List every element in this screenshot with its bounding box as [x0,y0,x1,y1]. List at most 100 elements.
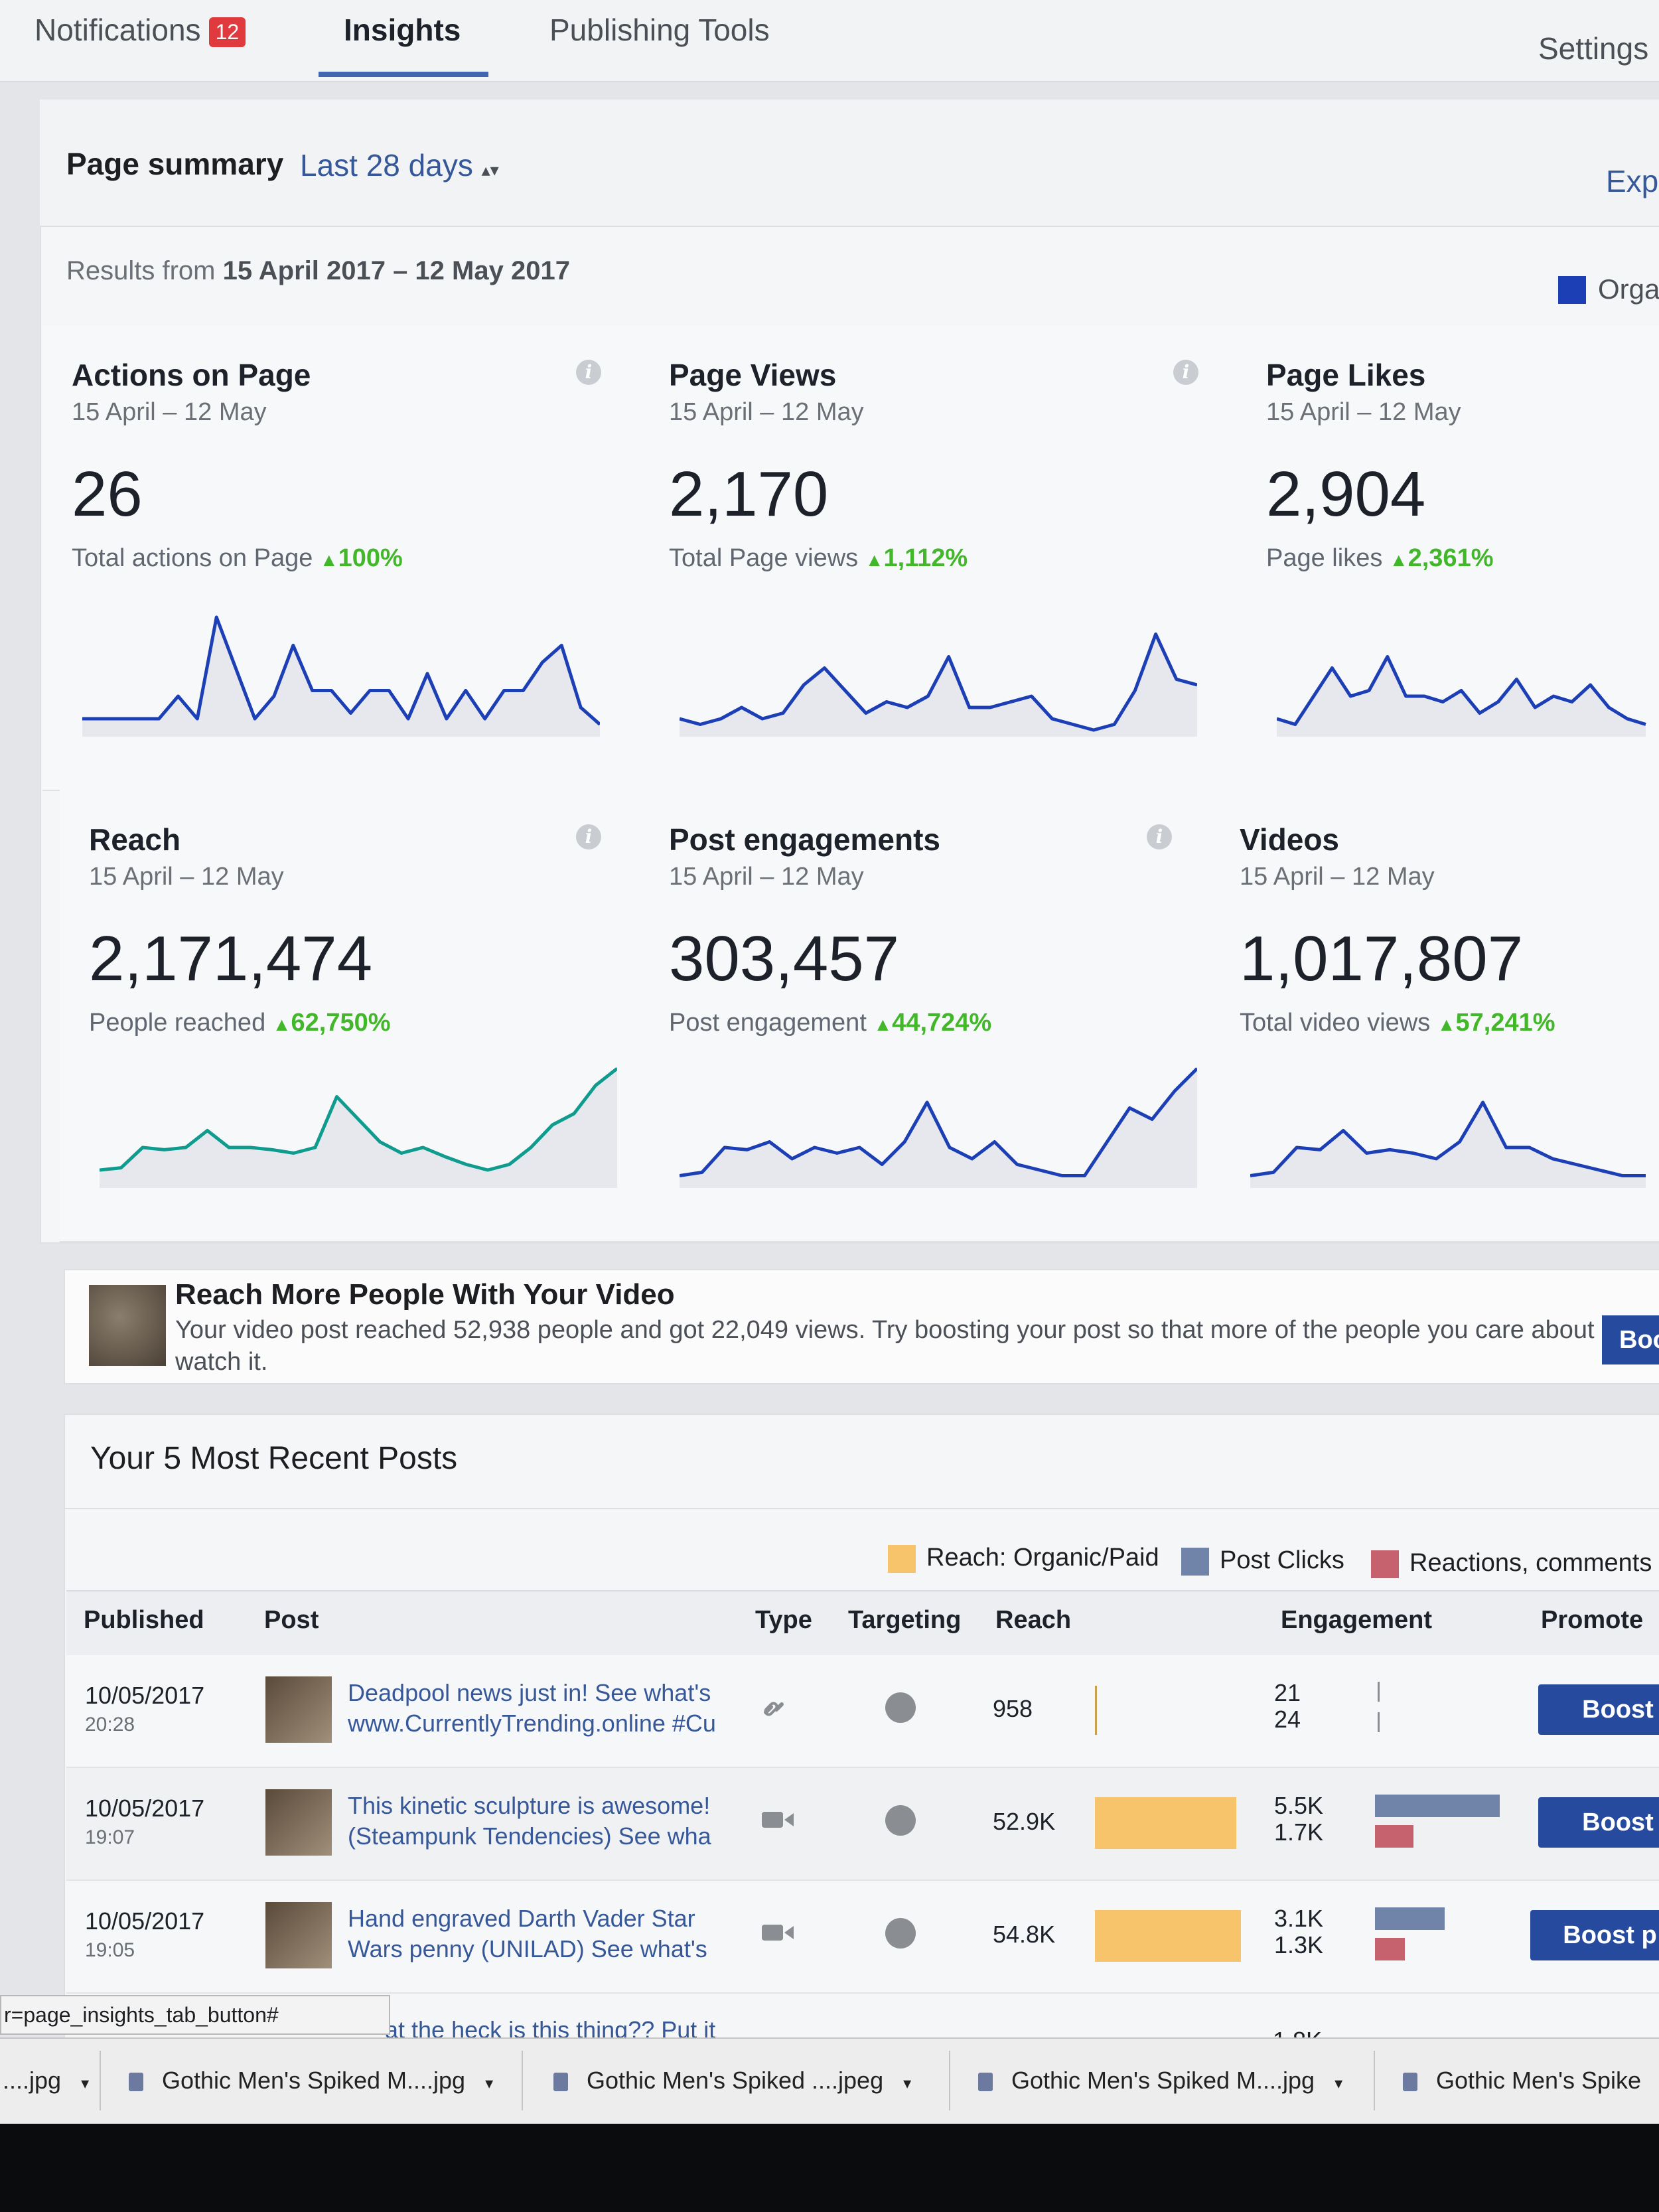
boost-video-button[interactable]: Boo [1602,1315,1659,1364]
card-change-value: 44,724% [892,1009,992,1037]
metric-card-actions-on-page[interactable]: Actions on Page 15 April – 12 May 26 Tot… [42,325,641,791]
card-sub-label: Total video views [1240,1009,1431,1037]
downloads-bar [0,2037,1659,2125]
sparkline-line [680,1067,1197,1177]
metric-card-page-likes[interactable]: Page Likes 15 April – 12 May 2,904 Page … [1237,325,1659,791]
card-sub-label: Page likes [1266,544,1383,572]
post-thumbnail[interactable] [265,1902,332,1968]
card-value: 2,171,474 [89,923,373,994]
post-link[interactable]: Hand engraved Darth Vader Star Wars penny… [348,1903,707,1964]
col-type[interactable]: Type [755,1606,812,1634]
chevron-down-icon[interactable]: ▾ [485,2075,494,2093]
card-sub-label: Total Page views [669,544,859,572]
sparkline-line [1250,1100,1646,1177]
download-item[interactable]: Gothic Men's Spiked ....jpeg ▾ [535,2051,950,2110]
download-filename: ....jpg [3,2067,62,2094]
boost-button[interactable]: Boost [1538,1684,1659,1735]
card-subtitle: Post engagement ▲44,724% [669,1009,991,1037]
sparkline-chart [1250,1100,1646,1188]
info-icon[interactable]: i [1147,824,1172,849]
post-date: 10/05/2017 [85,1907,205,1935]
engagement-clicks: 5.5K [1274,1792,1324,1819]
sparkline-area [1277,656,1646,737]
export-link[interactable]: Exp [1606,164,1659,198]
period-selector-label: Last 28 days [300,148,473,183]
sparkline-line [680,632,1197,732]
notifications-badge: 12 [208,17,246,48]
boost-video-banner: Reach More People With Your Video Your v… [64,1269,1659,1384]
post-text-line2: www.CurrentlyTrending.online #Cu [348,1710,716,1737]
card-change-value: 2,361% [1407,544,1494,572]
col-engagement[interactable]: Engagement [1281,1606,1433,1634]
download-item[interactable]: Gothic Men's Spiked M....jpg ▾ [110,2051,523,2110]
card-sub-label: People reached [89,1009,266,1037]
sort-arrows-icon: ▴▾ [481,160,499,180]
card-subtitle: People reached ▲62,750% [89,1009,391,1037]
metric-card-post-engagements[interactable]: Post engagements 15 April – 12 May 303,4… [640,790,1212,1242]
post-link[interactable]: Deadpool news just in! See what's www.Cur… [348,1678,716,1739]
file-icon [129,2073,143,2092]
sparkline-line [82,615,600,726]
table-row: 10/05/2017 19:05 Hand engraved Darth Vad… [66,1881,1659,1994]
sparkline-chart [680,632,1197,737]
post-thumbnail[interactable] [265,1676,332,1743]
boost-button[interactable]: Boost [1538,1797,1659,1848]
col-targeting[interactable]: Targeting [848,1606,962,1634]
download-item[interactable]: Gothic Men's Spike [1384,2051,1659,2110]
post-text-line1: This kinetic sculpture is awesome! [348,1792,711,1819]
legend-organic-swatch [1558,276,1586,304]
metric-card-videos[interactable]: Videos 15 April – 12 May 1,017,807 Total… [1210,790,1659,1242]
card-value: 2,170 [669,459,829,530]
tab-notifications[interactable]: Notifications 12 [35,12,246,48]
metric-card-page-views[interactable]: Page Views 15 April – 12 May 2,170 Total… [640,325,1238,791]
card-change-value: 57,241% [1455,1009,1555,1037]
card-title: Post engagements [669,822,940,857]
metric-card-reach[interactable]: Reach 15 April – 12 May 2,171,474 People… [60,790,641,1242]
card-subtitle: Total Page views ▲1,112% [669,544,968,573]
col-reach[interactable]: Reach [995,1606,1072,1634]
clicks-bar [1378,1682,1380,1702]
engagement-clicks: 21 [1274,1679,1301,1706]
reach-value: 54.8K [993,1921,1056,1948]
card-title: Page Likes [1266,358,1426,392]
post-thumbnail[interactable] [265,1789,332,1856]
period-selector[interactable]: Last 28 days ▴▾ [300,147,499,183]
card-change-value: 100% [338,544,403,572]
post-time: 20:28 [85,1714,135,1735]
card-title: Actions on Page [72,358,311,392]
info-icon[interactable]: i [576,360,601,385]
chevron-down-icon[interactable]: ▾ [81,2075,90,2093]
chevron-down-icon[interactable]: ▾ [903,2075,912,2093]
legend-reactions-swatch [1371,1550,1399,1578]
card-change-pct: ▲1,112% [865,544,968,572]
banner-body: Your video post reached 52,938 people an… [175,1316,1595,1376]
col-published[interactable]: Published [84,1606,204,1634]
download-item[interactable]: Gothic Men's Spiked M....jpg ▾ [960,2051,1375,2110]
tab-insights[interactable]: Insights [344,13,461,47]
clicks-bar [1375,1795,1500,1817]
download-item[interactable]: ....jpg ▾ [0,2051,101,2110]
chevron-down-icon[interactable]: ▾ [1334,2075,1343,2093]
info-icon[interactable]: i [1173,360,1198,385]
up-arrow-icon: ▲ [1437,1014,1456,1035]
info-icon[interactable]: i [576,824,601,849]
col-post[interactable]: Post [264,1606,319,1634]
up-arrow-icon: ▲ [272,1014,291,1035]
tab-publishing-tools[interactable]: Publishing Tools [549,13,770,47]
sparkline-chart [82,615,600,737]
link-icon [760,1695,787,1728]
reach-bar [1095,1686,1097,1735]
legend-clicks-label: Post Clicks [1220,1546,1344,1574]
globe-icon [885,1805,916,1836]
top-nav: Notifications 12 Insights Publishing Tool… [0,0,1659,82]
page-summary-title: Page summary [66,147,284,181]
banner-title: Reach More People With Your Video [175,1278,675,1311]
card-date-range: 15 April – 12 May [669,398,864,426]
globe-icon [885,1692,916,1723]
up-arrow-icon: ▲ [1389,550,1408,570]
boost-button[interactable]: Boost p [1530,1910,1659,1960]
tab-settings[interactable]: Settings [1538,31,1649,66]
col-promote[interactable]: Promote [1541,1606,1644,1634]
post-link[interactable]: This kinetic sculpture is awesome! (Steam… [348,1791,711,1852]
post-text-line1: Hand engraved Darth Vader Star [348,1905,695,1932]
